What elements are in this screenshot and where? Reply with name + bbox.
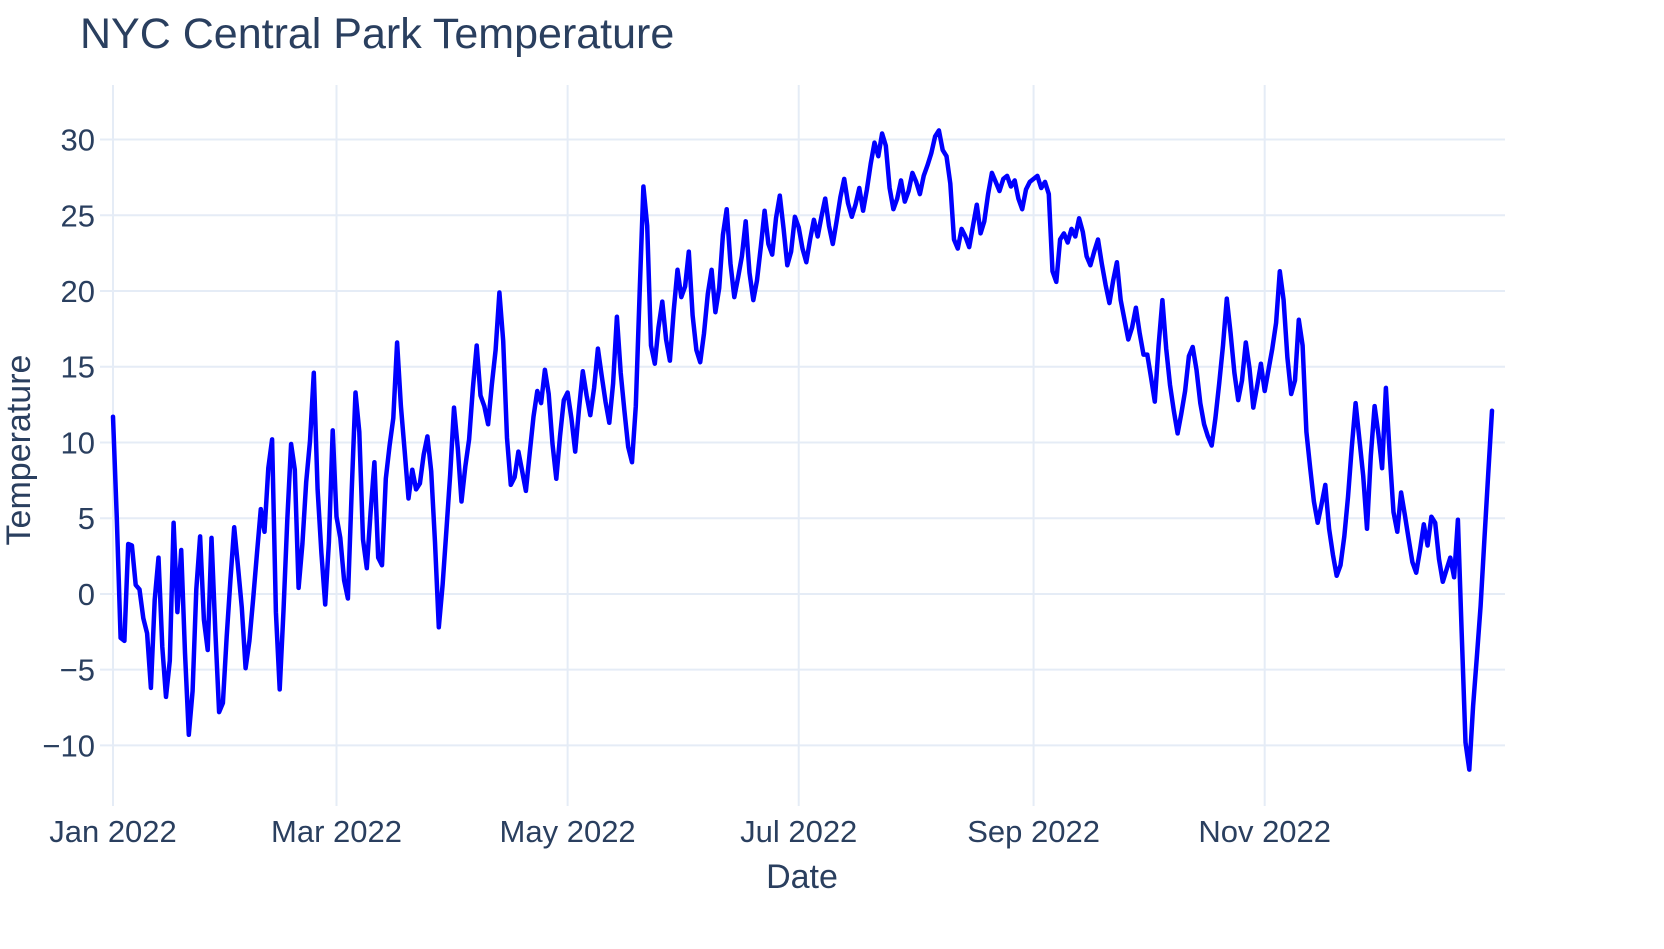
x-axis-tick-labels: Jan 2022 Mar 2022 May 2022 Jul 2022 Sep 2022…	[49, 814, 1331, 849]
y-tick-label: 15	[61, 350, 95, 385]
y-axis-title: Temperature	[0, 355, 38, 546]
x-tick-label: Nov 2022	[1198, 814, 1331, 849]
y-axis-tick-labels: −10 −5 0 5 10 15 20 25 30	[42, 123, 95, 764]
x-tick-label: Jul 2022	[740, 814, 857, 849]
x-tick-label: Mar 2022	[271, 814, 402, 849]
chart-title: NYC Central Park Temperature	[80, 10, 674, 58]
x-tick-label: Jan 2022	[49, 814, 177, 849]
y-tick-label: 10	[61, 425, 95, 460]
y-tick-label: 30	[61, 123, 95, 158]
y-tick-label: 5	[78, 501, 95, 536]
y-tick-label: 20	[61, 274, 95, 309]
y-tick-label: 25	[61, 198, 95, 233]
y-tick-label: 0	[78, 577, 95, 612]
x-axis-title: Date	[766, 858, 838, 896]
y-tick-label: −10	[42, 728, 95, 763]
y-tick-label: −5	[60, 653, 95, 688]
x-tick-label: Sep 2022	[967, 814, 1100, 849]
x-tick-label: May 2022	[500, 814, 636, 849]
temperature-line-series	[110, 128, 1495, 772]
